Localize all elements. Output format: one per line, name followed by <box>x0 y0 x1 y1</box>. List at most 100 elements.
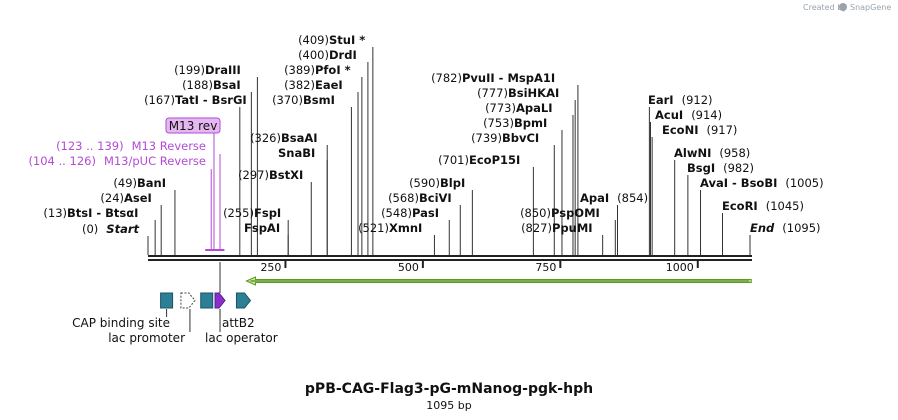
restriction-site[interactable]: (326)BsaAI <box>250 131 318 145</box>
restriction-site[interactable]: (255)FspI <box>223 206 281 220</box>
site-label: (326)BsaAI <box>250 131 318 145</box>
site-name: EcoRI <box>722 199 758 213</box>
feature-attb[interactable] <box>235 292 252 309</box>
restriction-site[interactable]: (590)BlpI <box>409 176 465 190</box>
restriction-site[interactable]: SnaBI <box>278 146 315 160</box>
cap-site-icon <box>160 292 174 309</box>
restriction-site[interactable]: EcoNI (917) <box>662 123 737 137</box>
restriction-site[interactable]: (389)PfoI * <box>284 63 351 77</box>
restriction-site[interactable]: (24)AseI <box>100 191 151 205</box>
site-position: (199) <box>174 63 205 77</box>
site-position: (914) <box>691 108 722 122</box>
feature-cap[interactable] <box>160 292 174 309</box>
restriction-site[interactable]: (777)BsiHKAI <box>477 86 559 100</box>
site-name: BpmI <box>514 116 547 130</box>
site-name: PfoI * <box>315 63 351 77</box>
site-position: (1095) <box>782 221 820 235</box>
restriction-site[interactable]: (370)BsmI <box>272 93 335 107</box>
restriction-site[interactable]: (199)DraIII <box>174 63 241 77</box>
restriction-site[interactable]: (49)BanI <box>113 176 166 190</box>
snapgene-logo-icon <box>839 3 847 11</box>
site-position: (548) <box>381 206 412 220</box>
site-label: (753)BpmI <box>483 116 547 130</box>
feature-label: CAP binding site <box>72 316 170 330</box>
restriction-site[interactable]: EcoRI (1045) <box>722 199 804 213</box>
restriction-site[interactable]: EarI (912) <box>648 93 713 107</box>
site-position: (782) <box>431 71 462 85</box>
site-label: (827)PpuMI <box>521 221 593 235</box>
restriction-site[interactable]: (773)ApaLI <box>485 101 552 115</box>
primer-box-m13-rev[interactable]: M13 rev <box>165 117 221 250</box>
site-label: (850)PspOMI <box>520 206 600 220</box>
axis-tick-label: 250 <box>260 261 281 274</box>
attb-icon <box>235 292 252 309</box>
site-position: (701) <box>438 153 469 167</box>
restriction-site[interactable]: (827)PpuMI <box>521 221 593 235</box>
site-position: (382) <box>284 78 315 92</box>
site-position: (982) <box>723 161 754 175</box>
site-label: (701)EcoP15I <box>438 153 520 167</box>
feature-cap2[interactable] <box>200 292 214 309</box>
site-label: (782)PvuII - MspA1I <box>431 71 555 85</box>
site-label: (521)XmnI <box>358 221 422 235</box>
restriction-site[interactable]: (297)BstXI <box>238 168 303 182</box>
site-leader-lines <box>147 47 751 255</box>
restriction-site[interactable]: (188)BsaI <box>182 78 241 92</box>
site-position: (389) <box>284 63 315 77</box>
site-label: (389)PfoI * <box>284 63 351 77</box>
operator-icon <box>214 292 226 309</box>
restriction-site[interactable]: BsgI (982) <box>687 161 754 175</box>
restriction-site[interactable]: AlwNI (958) <box>674 146 750 160</box>
site-position: (167) <box>144 93 175 107</box>
site-label: (400)DrdI <box>298 48 357 62</box>
restriction-site[interactable]: (548)PasI <box>381 206 439 220</box>
restriction-site[interactable]: (409)StuI * <box>298 33 365 47</box>
site-position: (739) <box>471 131 502 145</box>
restriction-site[interactable]: ApaI (854) <box>580 191 648 205</box>
site-name: AvaI - BsoBI <box>700 176 777 190</box>
primer-name: M13/pUC Reverse <box>104 154 206 168</box>
restriction-site[interactable]: (568)BciVI <box>388 191 452 205</box>
feature-promoter[interactable] <box>180 292 196 309</box>
site-name: DraIII <box>205 63 241 77</box>
orf <box>245 276 752 286</box>
site-name: ApaLI <box>516 101 553 115</box>
restriction-site[interactable]: FspAI <box>244 221 280 235</box>
restriction-site-start[interactable]: (0) Start <box>82 222 140 236</box>
site-name: BbvCI <box>502 131 539 145</box>
site-position: (521) <box>358 221 389 235</box>
restriction-site[interactable]: (850)PspOMI <box>520 206 600 220</box>
primer-label[interactable]: (123 .. 139) M13 Reverse <box>56 139 206 153</box>
site-name: DrdI <box>329 48 357 62</box>
restriction-site[interactable]: (400)DrdI <box>298 48 357 62</box>
restriction-site[interactable]: (382)EaeI <box>284 78 343 92</box>
site-label: (773)ApaLI <box>485 101 552 115</box>
primer-label[interactable]: (104 .. 126) M13/pUC Reverse <box>28 154 206 168</box>
site-label: (167)TatI - BsrGI <box>144 93 247 107</box>
restriction-site[interactable]: (739)BbvCI <box>471 131 539 145</box>
site-name: EarI <box>648 93 674 107</box>
site-label: (255)FspI <box>223 206 281 220</box>
axis-tick-label: 1000 <box>666 261 694 274</box>
restriction-site[interactable]: End (1095) <box>750 221 821 235</box>
site-label: (382)EaeI <box>284 78 343 92</box>
restriction-site[interactable]: AvaI - BsoBI (1005) <box>700 176 824 190</box>
site-name: BciVI <box>419 191 452 205</box>
site-label: (568)BciVI <box>388 191 452 205</box>
restriction-site[interactable]: (782)PvuII - MspA1I <box>431 71 555 85</box>
restriction-site[interactable]: AcuI (914) <box>655 108 722 122</box>
watermark-brand: SnapGene <box>850 3 891 12</box>
site-label: AvaI - BsoBI (1005) <box>700 176 824 190</box>
restriction-site[interactable]: (701)EcoP15I <box>438 153 520 167</box>
restriction-site[interactable]: (521)XmnI <box>358 221 422 235</box>
feature-operator[interactable] <box>214 292 226 309</box>
restriction-site[interactable]: (753)BpmI <box>483 116 547 130</box>
site-label: EcoRI (1045) <box>722 199 804 213</box>
watermark: Created by SnapGene <box>803 3 891 12</box>
restriction-site[interactable]: (167)TatI - BsrGI <box>144 93 247 107</box>
restriction-site[interactable]: (13)BtsI - BtsαI <box>43 206 138 220</box>
site-label: (590)BlpI <box>409 176 465 190</box>
site-label: (188)BsaI <box>182 78 241 92</box>
